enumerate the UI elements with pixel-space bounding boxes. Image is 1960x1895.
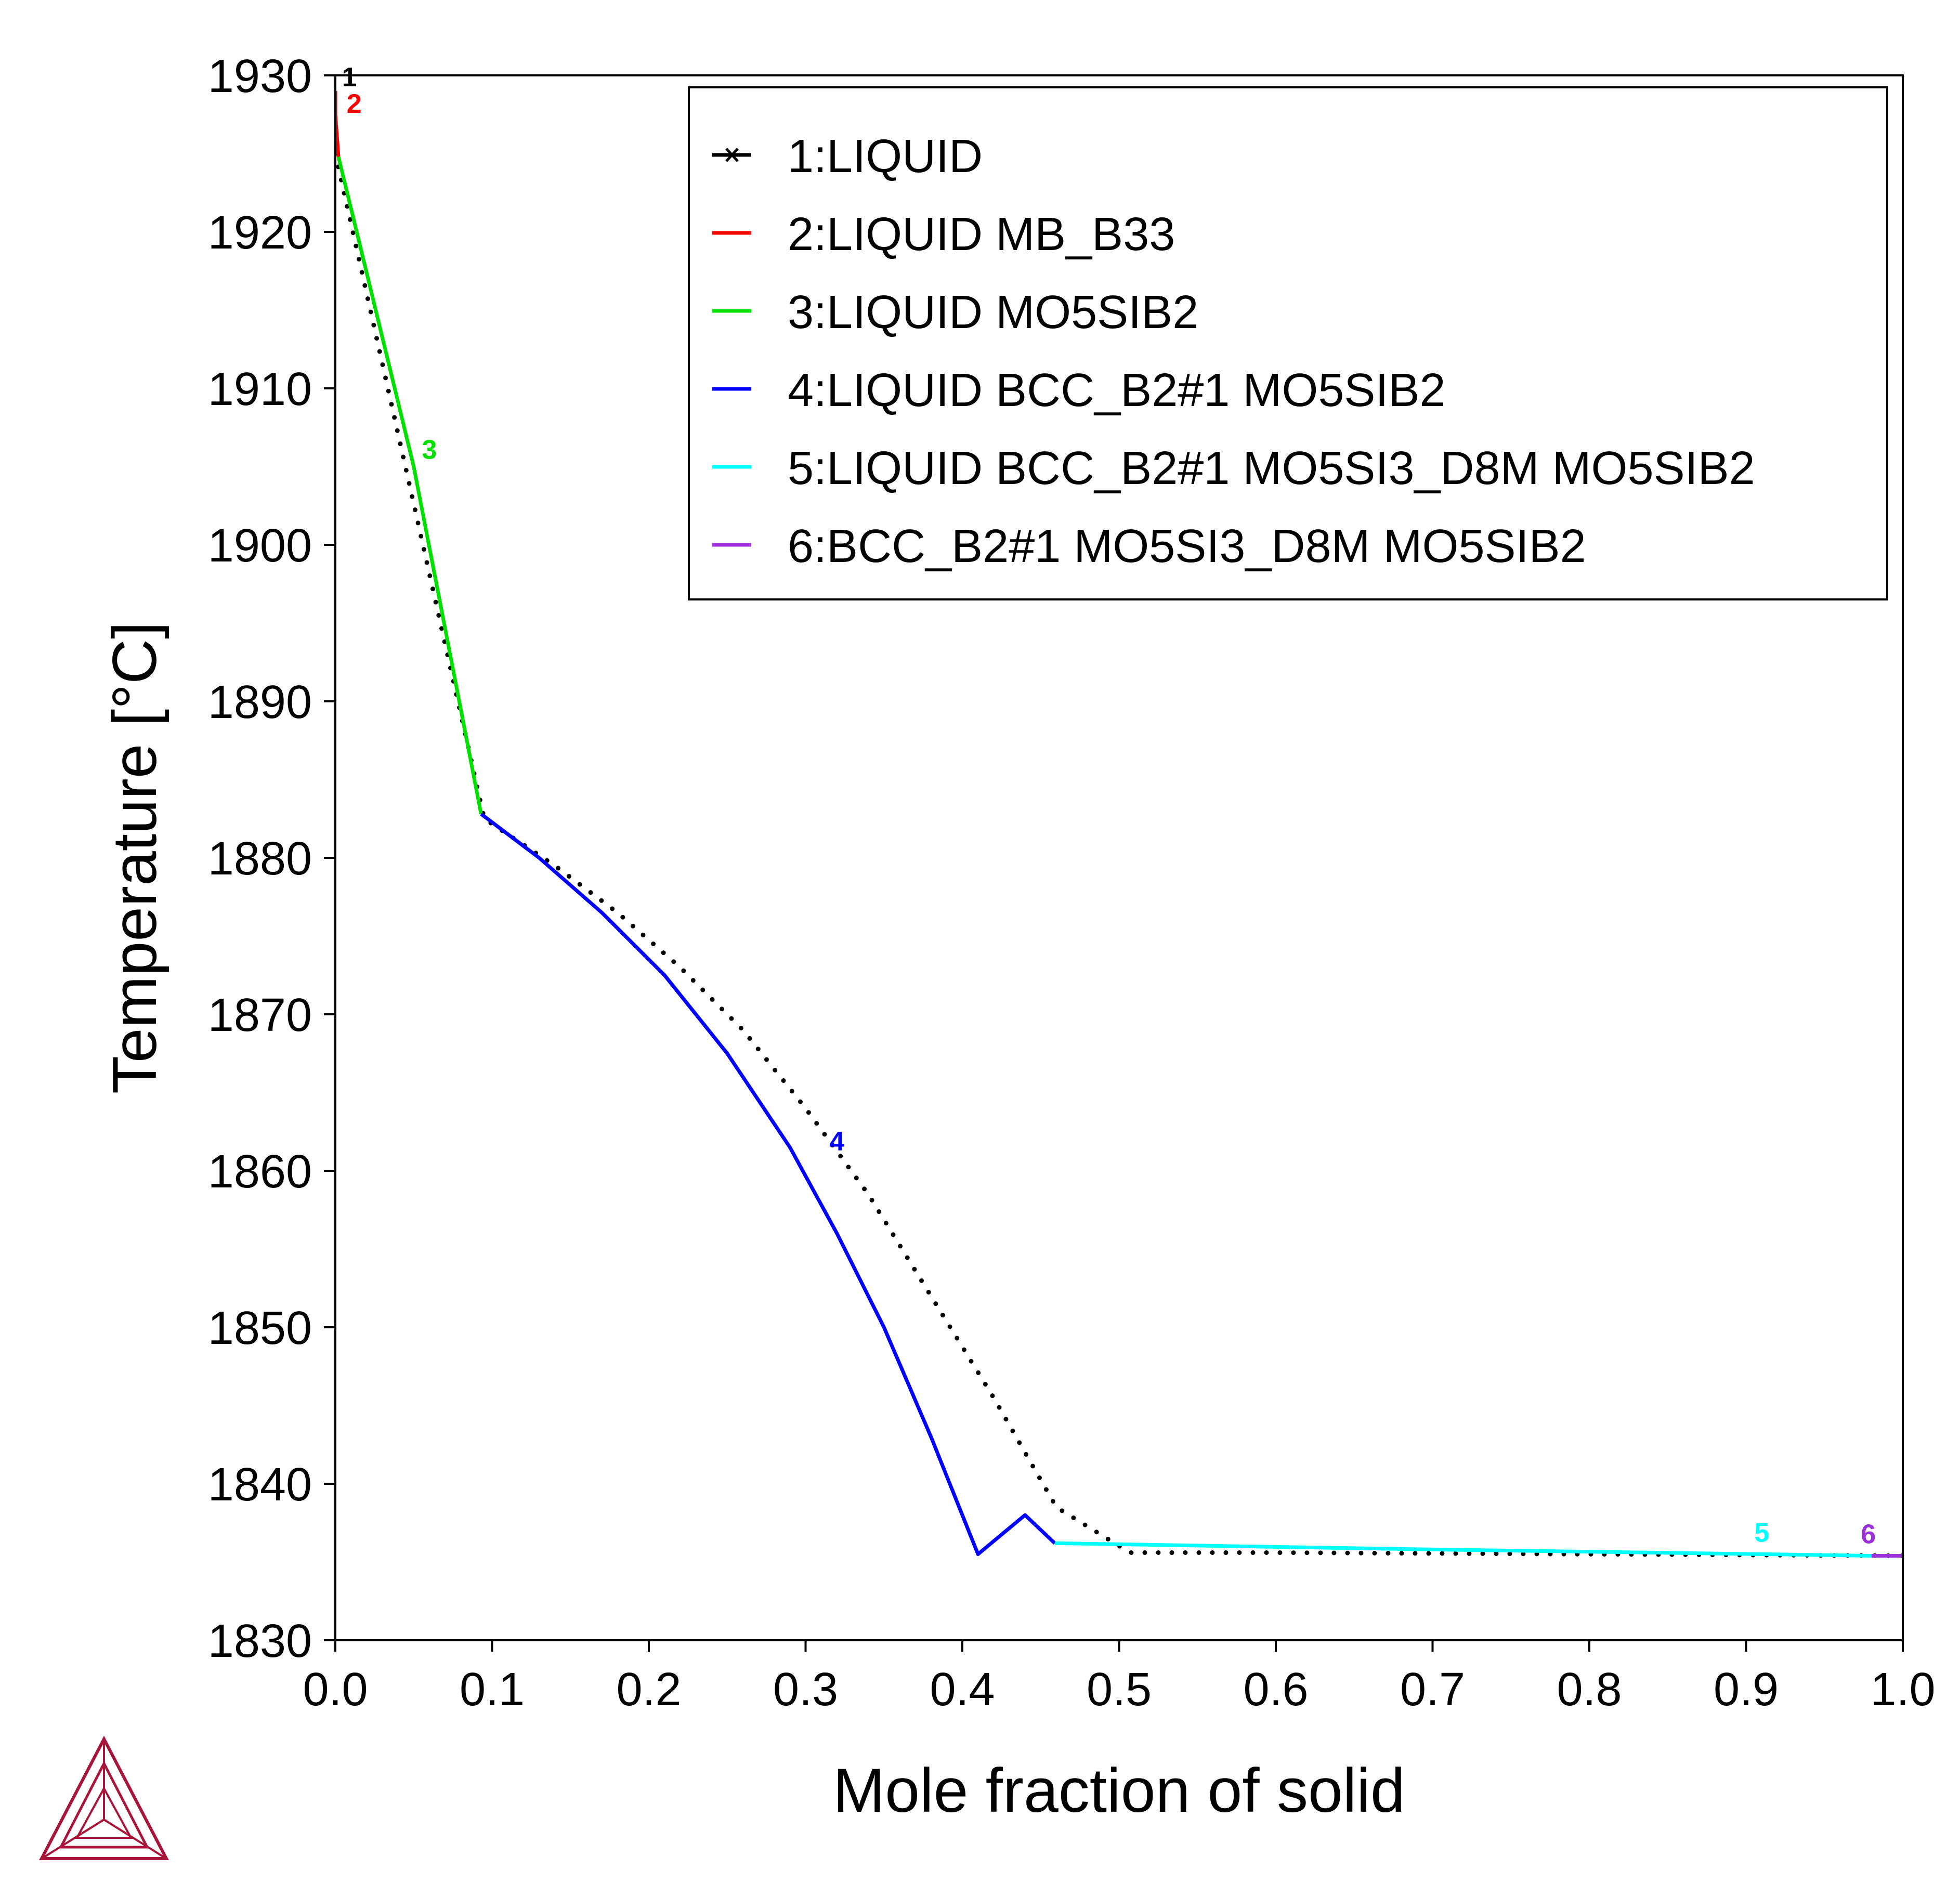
series-inline-label-5: 5 <box>1754 1518 1769 1548</box>
legend: 1:LIQUID 2:LIQUID MB_B33 3:LIQUID MO5SIB2 4… <box>688 86 1888 600</box>
y-tick-label: 1880 <box>208 833 312 885</box>
y-tick-label: 1920 <box>208 207 312 259</box>
legend-entry-4: 4:LIQUID BCC_B2#1 MO5SIB2 <box>788 364 1446 416</box>
series-inline-label-3: 3 <box>422 435 437 465</box>
x-tick-label: 0.6 <box>1243 1664 1308 1716</box>
x-tick-label: 0.9 <box>1714 1664 1779 1716</box>
y-tick-label: 1830 <box>208 1615 312 1667</box>
x-tick-label: 0.0 <box>303 1664 368 1716</box>
x-tick-label: 0.2 <box>616 1664 681 1716</box>
series-inline-label-2: 2 <box>347 89 362 119</box>
series-inline-label-6: 6 <box>1861 1519 1876 1549</box>
thermo-calc-logo <box>39 1735 169 1860</box>
x-tick-label: 0.8 <box>1557 1664 1622 1716</box>
axes: 0.0 0.1 0.2 0.3 0.4 0.5 0.6 0.7 0.8 0.9 1.0 1830 184… <box>100 50 1936 1825</box>
legend-box <box>688 86 1888 600</box>
x-tick-label: 0.1 <box>460 1664 525 1716</box>
y-tick-label: 1930 <box>208 50 312 102</box>
x-tick-label: 0.5 <box>1087 1664 1152 1716</box>
plot-area <box>335 91 1903 1558</box>
x-tick-label: 0.3 <box>773 1664 838 1716</box>
series-inline-label-4: 4 <box>829 1127 844 1157</box>
y-tick-label: 1840 <box>208 1459 312 1511</box>
y-axis-label: Temperature [°C] <box>100 622 169 1094</box>
legend-entry-6: 6:BCC_B2#1 MO5SI3_D8M MO5SIB2 <box>788 520 1586 572</box>
y-tick-label: 1860 <box>208 1146 312 1198</box>
y-tick-label: 1910 <box>208 363 312 415</box>
y-tick-label: 1890 <box>208 676 312 728</box>
x-tick-label: 0.4 <box>930 1664 995 1716</box>
series-line-3 <box>336 156 483 815</box>
x-tick-label: 1.0 <box>1870 1664 1935 1716</box>
series-line-2 <box>335 91 341 157</box>
legend-entry-5: 5:LIQUID BCC_B2#1 MO5SI3_D8M MO5SIB2 <box>788 442 1755 494</box>
x-tick-label: 0.7 <box>1400 1664 1465 1716</box>
y-tick-label: 1900 <box>208 520 312 572</box>
x-axis-label: Mole fraction of solid <box>833 1756 1405 1825</box>
legend-entry-3: 3:LIQUID MO5SIB2 <box>788 286 1198 338</box>
y-tick-label: 1870 <box>208 989 312 1041</box>
y-tick-label: 1850 <box>208 1302 312 1354</box>
legend-entry-2: 2:LIQUID MB_B33 <box>788 208 1175 260</box>
legend-entry-1: 1:LIQUID <box>788 130 983 182</box>
series-inline-label-1: 1 <box>342 62 357 93</box>
series-line-4 <box>480 812 1056 1556</box>
legend-marker-x-icon <box>725 148 739 162</box>
dotted-reference-curve <box>335 151 1903 1558</box>
series-line-5 <box>1054 1541 1872 1558</box>
